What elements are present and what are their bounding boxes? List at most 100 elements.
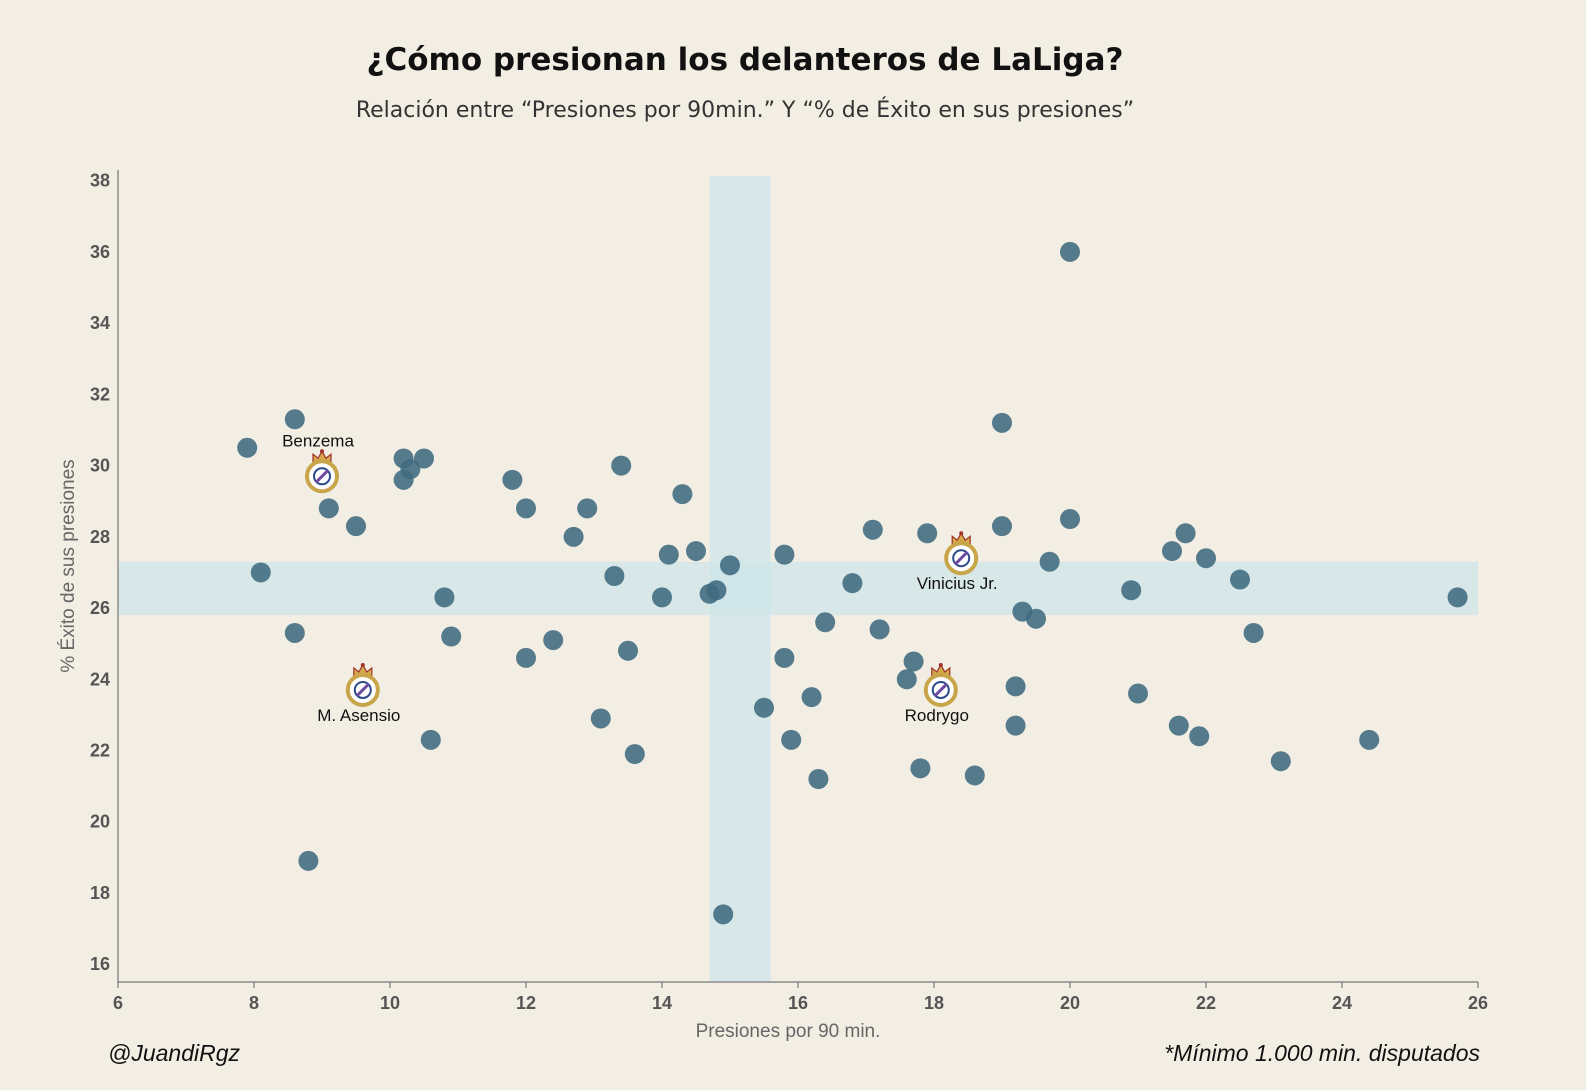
data-point xyxy=(1230,569,1250,590)
data-point xyxy=(516,498,536,519)
axes: 6 8 10 12 14 16 18 20 22 24 26 16 18 20 22 24 26 28 30 32 34… xyxy=(90,170,1488,1013)
data-point xyxy=(318,498,339,519)
data-point xyxy=(842,573,863,594)
badge-band-icon xyxy=(314,469,330,484)
x-tick-label: 12 xyxy=(516,993,536,1013)
data-point xyxy=(815,612,836,633)
chart-title: ¿Cómo presionan los delanteros de LaLiga… xyxy=(366,42,1124,78)
data-point xyxy=(1270,751,1291,772)
highlight-player: Rodrygo xyxy=(905,662,969,725)
crown-icon xyxy=(312,450,332,463)
data-point xyxy=(434,587,455,608)
badge-band-icon xyxy=(933,682,948,698)
badge-ring-icon xyxy=(952,549,971,568)
badge-band-icon xyxy=(954,551,969,566)
data-point xyxy=(563,526,584,547)
data-point xyxy=(414,448,434,469)
x-tick-label: 22 xyxy=(1196,993,1216,1013)
player-label: Benzema xyxy=(282,431,354,450)
data-point xyxy=(1175,523,1196,544)
data-point xyxy=(1162,541,1182,562)
chart-subtitle: Relación entre “Presiones por 90min.” Y … xyxy=(355,98,1135,123)
y-axis-label: % Éxito de sus presiones xyxy=(58,459,79,672)
data-point xyxy=(1060,241,1080,262)
crown-icon xyxy=(353,663,373,677)
data-point xyxy=(964,765,985,786)
data-point xyxy=(298,850,319,871)
data-point xyxy=(1196,548,1216,569)
x-tick-label: 10 xyxy=(380,993,400,1013)
badge-ring-icon xyxy=(931,680,950,699)
y-tick-label: 34 xyxy=(90,313,110,333)
y-tick-label: 24 xyxy=(90,669,110,689)
data-point xyxy=(1189,726,1210,747)
highlight-player: Vinicius Jr. xyxy=(917,531,998,593)
data-point xyxy=(577,498,598,519)
data-point xyxy=(393,469,414,490)
data-point xyxy=(611,455,632,476)
x-tick-label: 6 xyxy=(113,993,123,1013)
badge-ring-icon xyxy=(313,467,331,486)
data-point xyxy=(1359,729,1380,750)
y-tick-label: 20 xyxy=(90,812,110,832)
crown-icon xyxy=(931,663,951,677)
crown-jewel-icon xyxy=(938,662,943,667)
data-point xyxy=(1447,587,1468,608)
data-point xyxy=(516,647,536,668)
x-tick-label: 24 xyxy=(1332,993,1352,1013)
data-point xyxy=(590,708,611,729)
data-point xyxy=(1005,715,1026,736)
highlight-player: M. Asensio xyxy=(317,662,400,725)
data-point xyxy=(713,904,734,925)
data-point xyxy=(1168,715,1189,736)
data-point xyxy=(992,412,1012,433)
highlight-player: Benzema xyxy=(282,431,354,494)
x-tick-label: 18 xyxy=(924,993,944,1013)
data-point xyxy=(917,523,938,544)
data-point xyxy=(896,669,917,690)
crown-jewel-icon xyxy=(959,531,964,536)
data-point xyxy=(624,744,645,765)
data-point xyxy=(1243,622,1264,643)
data-point xyxy=(1121,580,1142,601)
data-point xyxy=(706,580,727,601)
badge-band-icon xyxy=(355,682,370,698)
player-label: Vinicius Jr. xyxy=(917,574,998,593)
y-tick-label: 22 xyxy=(90,741,110,761)
data-points xyxy=(237,241,1468,925)
data-point xyxy=(801,687,822,708)
data-point xyxy=(250,562,271,583)
data-point xyxy=(618,640,638,661)
data-point xyxy=(903,651,924,672)
y-average-band xyxy=(118,561,1478,616)
data-point xyxy=(237,437,258,458)
average-bands xyxy=(118,176,1478,982)
data-point xyxy=(346,516,366,537)
data-point xyxy=(720,555,740,576)
data-point xyxy=(502,469,523,490)
data-point xyxy=(284,622,305,643)
data-point xyxy=(910,758,931,779)
crown-jewel-icon xyxy=(360,662,365,667)
highlighted-players: Benzema M. Asensio Vinicius Jr. Rodrygo xyxy=(282,431,998,725)
crown-icon xyxy=(951,531,971,545)
data-point xyxy=(808,769,829,789)
x-tick-label: 26 xyxy=(1468,993,1488,1013)
x-tick-label: 14 xyxy=(652,993,672,1013)
x-tick-label: 20 xyxy=(1060,993,1080,1013)
data-point xyxy=(543,630,564,651)
footnote: *Mínimo 1.000 min. disputados xyxy=(1164,1040,1480,1066)
data-point xyxy=(1128,683,1148,704)
data-point xyxy=(672,484,693,505)
x-axis-label: Presiones por 90 min. xyxy=(696,1021,881,1042)
data-point xyxy=(686,541,706,562)
data-point xyxy=(1060,509,1080,530)
data-point xyxy=(284,409,305,430)
y-tick-label: 28 xyxy=(90,527,110,547)
data-point xyxy=(1039,551,1060,572)
y-tick-label: 16 xyxy=(90,954,110,974)
y-tick-label: 18 xyxy=(90,883,110,903)
y-tick-label: 38 xyxy=(90,171,110,191)
crown-jewel-icon xyxy=(320,449,324,454)
